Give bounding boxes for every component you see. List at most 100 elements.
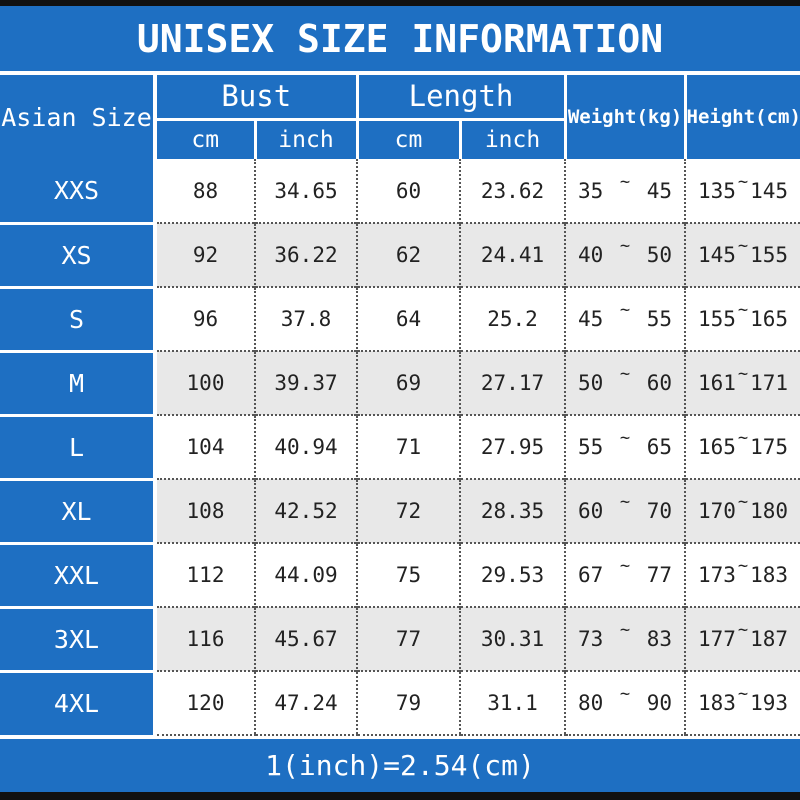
tilde-glyph: ~ bbox=[619, 300, 631, 320]
tilde-glyph: ~ bbox=[619, 364, 631, 384]
length-cm-value: 60 bbox=[356, 159, 460, 223]
weight-range: 73 ~ 83 bbox=[564, 606, 686, 671]
table-row: 4XL 120 47.24 79 31.1 80 ~ 90 183 ~ 193 bbox=[0, 669, 800, 736]
page-title: UNISEX SIZE INFORMATION bbox=[136, 16, 664, 61]
tilde-glyph: ~ bbox=[737, 428, 749, 448]
height-max: 155 bbox=[750, 243, 789, 267]
bust-inch-value: 39.37 bbox=[254, 350, 357, 415]
length-cm-value: 75 bbox=[356, 542, 460, 607]
size-table: Asian Size Bust Length Weight(kg) Height… bbox=[0, 75, 800, 736]
height-range: 135 ~ 145 bbox=[684, 159, 800, 223]
size-label: XL bbox=[0, 477, 157, 543]
column-header-asian-size: Asian Size bbox=[0, 75, 157, 159]
height-max: 145 bbox=[750, 178, 789, 203]
length-cm-value: 69 bbox=[356, 350, 460, 415]
tilde-glyph: ~ bbox=[737, 620, 749, 640]
length-cm-value: 62 bbox=[356, 222, 460, 287]
weight-max: 70 bbox=[646, 499, 673, 523]
height-min: 135 bbox=[698, 178, 736, 203]
column-header-bust-inch: inch bbox=[253, 119, 357, 159]
bust-inch-value: 45.67 bbox=[254, 606, 357, 671]
table-header: Asian Size Bust Length Weight(kg) Height… bbox=[0, 75, 800, 159]
height-range: 155 ~ 165 bbox=[684, 286, 800, 351]
weight-max: 60 bbox=[646, 371, 673, 395]
bust-cm-value: 96 bbox=[155, 286, 255, 351]
bust-inch-value: 47.24 bbox=[254, 670, 357, 736]
height-range: 145 ~ 155 bbox=[684, 222, 800, 287]
height-max: 187 bbox=[750, 627, 789, 651]
size-label: S bbox=[0, 285, 157, 351]
top-border-bar bbox=[0, 0, 800, 6]
height-min: 183 bbox=[698, 691, 736, 715]
length-inch-value: 31.1 bbox=[458, 670, 566, 736]
column-group-bust: Bust bbox=[153, 75, 357, 121]
height-min: 145 bbox=[698, 243, 736, 267]
bust-cm-value: 92 bbox=[155, 222, 255, 287]
size-label: L bbox=[0, 413, 157, 479]
column-header-weight: Weight(kg) bbox=[563, 75, 686, 159]
weight-range: 35 ~ 45 bbox=[564, 159, 686, 223]
length-inch-value: 23.62 bbox=[458, 159, 566, 223]
table-body: XXS 88 34.65 60 23.62 35 ~ 45 135 ~ 145 … bbox=[0, 159, 800, 736]
length-cm-value: 64 bbox=[356, 286, 460, 351]
table-row: XL 108 42.52 72 28.35 60 ~ 70 170 ~ 180 bbox=[0, 477, 800, 543]
weight-range: 45 ~ 55 bbox=[564, 286, 686, 351]
height-min: 161 bbox=[698, 371, 736, 395]
weight-range: 60 ~ 70 bbox=[564, 478, 686, 543]
weight-min: 60 bbox=[578, 499, 604, 523]
height-max: 180 bbox=[750, 499, 789, 523]
column-header-height: Height(cm) bbox=[683, 75, 800, 159]
tilde-glyph: ~ bbox=[737, 364, 749, 384]
weight-max: 50 bbox=[646, 243, 673, 267]
length-inch-value: 27.95 bbox=[458, 414, 566, 479]
tilde-glyph: ~ bbox=[737, 300, 749, 320]
tilde-glyph: ~ bbox=[619, 171, 631, 192]
bottom-border-bar bbox=[0, 792, 800, 800]
weight-range: 50 ~ 60 bbox=[564, 350, 686, 415]
height-max: 193 bbox=[750, 691, 789, 715]
height-range: 165 ~ 175 bbox=[684, 414, 800, 479]
length-cm-value: 77 bbox=[356, 606, 460, 671]
table-row: XXS 88 34.65 60 23.62 35 ~ 45 135 ~ 145 bbox=[0, 159, 800, 223]
tilde-glyph: ~ bbox=[619, 620, 631, 640]
table-row: XS 92 36.22 62 24.41 40 ~ 50 145 ~ 155 bbox=[0, 221, 800, 287]
bust-inch-value: 37.8 bbox=[254, 286, 357, 351]
bust-cm-value: 112 bbox=[155, 542, 255, 607]
bust-cm-value: 100 bbox=[155, 350, 255, 415]
weight-min: 50 bbox=[578, 371, 604, 395]
weight-min: 35 bbox=[578, 178, 604, 203]
weight-max: 90 bbox=[646, 691, 673, 715]
weight-min: 67 bbox=[578, 563, 604, 587]
length-inch-value: 24.41 bbox=[458, 222, 566, 287]
tilde-glyph: ~ bbox=[737, 556, 749, 576]
weight-range: 67 ~ 77 bbox=[564, 542, 686, 607]
table-row: 3XL 116 45.67 77 30.31 73 ~ 83 177 ~ 187 bbox=[0, 605, 800, 671]
height-range: 183 ~ 193 bbox=[684, 670, 800, 736]
table-row: L 104 40.94 71 27.95 55 ~ 65 165 ~ 175 bbox=[0, 413, 800, 479]
length-inch-value: 30.31 bbox=[458, 606, 566, 671]
weight-min: 73 bbox=[578, 627, 604, 651]
length-inch-value: 25.2 bbox=[458, 286, 566, 351]
height-range: 177 ~ 187 bbox=[684, 606, 800, 671]
height-range: 161 ~ 171 bbox=[684, 350, 800, 415]
height-range: 173 ~ 183 bbox=[684, 542, 800, 607]
weight-max: 65 bbox=[646, 435, 673, 459]
height-max: 175 bbox=[750, 435, 789, 459]
table-row: XXL 112 44.09 75 29.53 67 ~ 77 173 ~ 183 bbox=[0, 541, 800, 607]
bust-cm-value: 104 bbox=[155, 414, 255, 479]
column-header-length-inch: inch bbox=[458, 119, 566, 159]
tilde-glyph: ~ bbox=[619, 556, 631, 576]
tilde-glyph: ~ bbox=[619, 684, 631, 704]
column-group-length: Length bbox=[355, 75, 566, 121]
bust-cm-value: 108 bbox=[155, 478, 255, 543]
table-row: M 100 39.37 69 27.17 50 ~ 60 161 ~ 171 bbox=[0, 349, 800, 415]
length-cm-value: 79 bbox=[356, 670, 460, 736]
bust-inch-value: 40.94 bbox=[254, 414, 357, 479]
size-label: XXS bbox=[0, 159, 157, 223]
length-inch-value: 29.53 bbox=[458, 542, 566, 607]
tilde-glyph: ~ bbox=[619, 492, 631, 512]
weight-max: 83 bbox=[646, 627, 673, 651]
length-cm-value: 72 bbox=[356, 478, 460, 543]
length-inch-value: 28.35 bbox=[458, 478, 566, 543]
